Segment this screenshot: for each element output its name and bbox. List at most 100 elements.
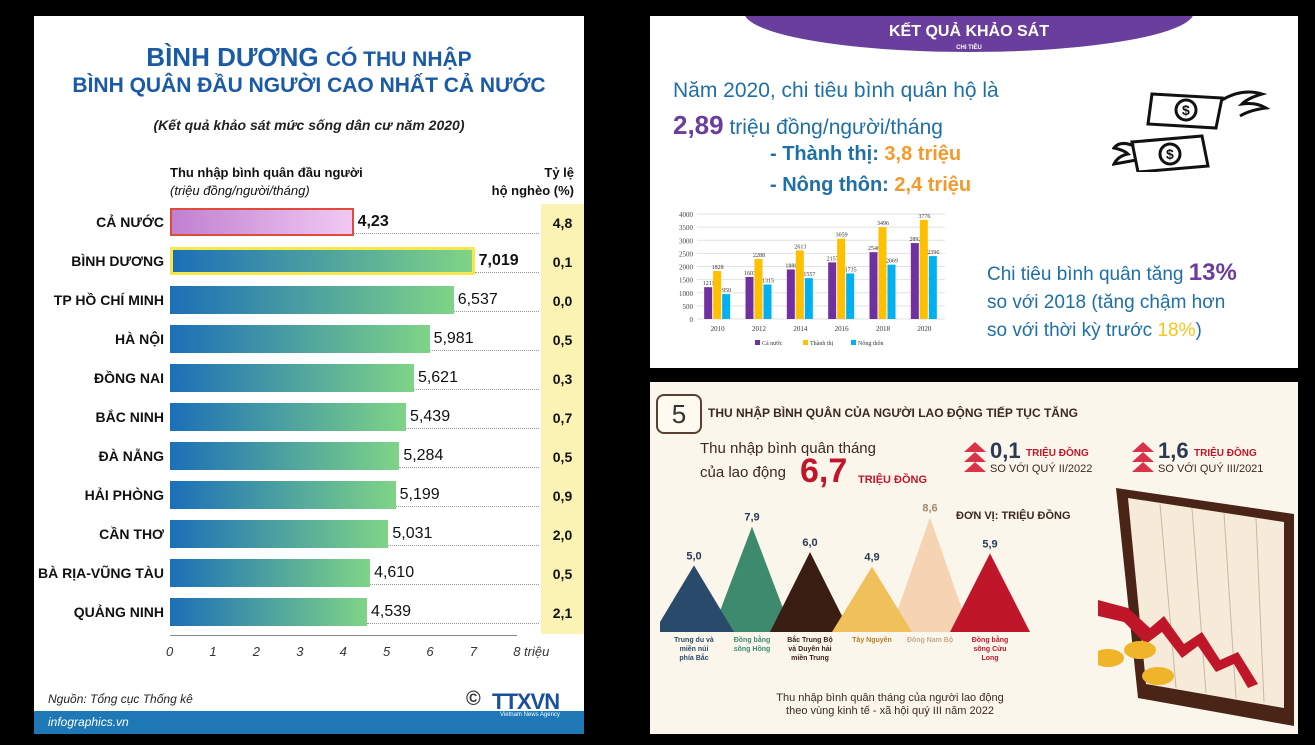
x-tick-label: 5 — [383, 644, 391, 659]
spending-bar — [887, 264, 896, 319]
x-tick-label: 2 — [252, 644, 261, 659]
income-bar — [170, 286, 454, 314]
increase1-unit: TRIỆU ĐỒNG — [1026, 448, 1089, 459]
y-tick-label: 2000 — [679, 264, 694, 272]
region-name-label: Đông Nam Bộ — [907, 637, 953, 644]
region-value-label: 5,9 — [982, 538, 997, 550]
column-title-poverty: Tỷ lệ — [544, 165, 574, 180]
poverty-rate-label: 0,5 — [552, 332, 573, 348]
x-tick-label: 0 — [166, 644, 174, 659]
region-label: ĐÀ NẴNG — [98, 448, 164, 464]
region-mountain — [660, 565, 734, 632]
y-tick-label: 0 — [690, 316, 694, 324]
x-tick-label: 2012 — [752, 325, 767, 333]
copyright-mark: © — [466, 688, 481, 710]
legend-swatch — [755, 340, 760, 345]
spending-line2: 2,89 triệu đồng/người/tháng — [673, 110, 943, 141]
spending-data-label: 2157 — [827, 256, 839, 262]
increase1-note: SO VỚI QUÝ II/2022 — [990, 463, 1093, 475]
income-value-label: 6,537 — [457, 291, 498, 308]
spending-bar — [869, 252, 878, 319]
x-tick-label: 6 — [426, 644, 434, 659]
x-tick-label: 4 — [339, 644, 347, 659]
spending-data-label: 2069 — [886, 259, 898, 265]
title-line-2: BÌNH QUÂN ĐẦU NGƯỜI CAO NHẤT CẢ NƯỚC — [72, 74, 546, 97]
y-tick-label: 3500 — [679, 224, 694, 232]
spending-survey-panel: KẾT QUẢ KHẢO SÁT CHI TIÊU Năm 2020, chi … — [650, 16, 1298, 368]
banner-subtitle: CHI TIÊU — [956, 45, 982, 51]
x-tick-label: 7 — [469, 644, 478, 659]
spending-data-label: 3496 — [877, 221, 889, 227]
spending-bar — [846, 273, 855, 319]
month-value: 6,7 — [800, 452, 848, 490]
growth-line1: Chi tiêu bình quân tăng 13% — [987, 259, 1237, 287]
y-tick-label: 1500 — [679, 277, 694, 285]
poverty-column-bg — [541, 204, 584, 634]
rural-value: 2,4 triệu — [894, 174, 972, 196]
banner-title: KẾT QUẢ KHẢO SÁT — [889, 23, 1049, 40]
region-name-label: Trung du và miền núi phía Bắc — [674, 637, 714, 662]
leader-dots — [370, 584, 539, 585]
rural-line: - Nông thôn: 2,4 triệu — [770, 174, 971, 197]
spending-bar — [878, 227, 887, 319]
spending-data-label: 3776 — [918, 214, 930, 220]
spending-bar-chart: 0 500 1000 1500 2000 2500 3000 3500 4000 1211 1828… — [679, 211, 945, 347]
income-value-label: 4,610 — [374, 564, 415, 581]
month-line2: của lao động — [700, 464, 786, 481]
growth-prev-value: 18% — [1157, 320, 1196, 341]
spending-bar — [910, 243, 919, 319]
spending-bar — [828, 262, 837, 319]
legend-label: Nông thôn — [858, 341, 884, 347]
column-unit-poverty: hộ nghèo (%) — [491, 183, 574, 198]
source-note: Nguồn: Tổng cục Thống kê — [48, 692, 193, 706]
month-unit: TRIỆU ĐỒNG — [858, 474, 928, 486]
growth-text: Chi tiêu bình quân tăng — [987, 264, 1189, 285]
income-value-label: 5,199 — [399, 486, 440, 503]
urban-value: 3,8 triệu — [884, 143, 962, 165]
legend-swatch — [803, 340, 808, 345]
poverty-rate-label: 4,8 — [552, 215, 573, 231]
spending-data-label: 2288 — [753, 253, 765, 259]
x-tick-label: 3 — [296, 644, 304, 659]
income-value-label: 5,031 — [392, 525, 433, 542]
title-highlight: BÌNH DƯƠNG — [146, 42, 319, 72]
spending-data-label: 1315 — [762, 278, 774, 284]
svg-text:$: $ — [1166, 146, 1174, 162]
column-title-income: Thu nhập bình quân đầu người — [170, 165, 363, 180]
urban-line: - Thành thị: 3,8 triệu — [770, 143, 961, 166]
income-bar — [170, 325, 430, 353]
region-income-chart: 8,6 7,9 5,0 6,0 4,9 5,9 Trung du và miền núi phí… — [660, 504, 1030, 662]
leader-dots — [388, 545, 539, 546]
footer-line1: Thu nhập bình quân tháng của người lao đ… — [776, 692, 1004, 704]
spending-bar — [804, 278, 813, 319]
spending-data-label: 1603 — [744, 271, 756, 277]
x-tick-label: 2014 — [793, 325, 808, 333]
region-mountain — [770, 552, 850, 632]
footer-line2: theo vùng kinh tế - xã hội quý III năm 2… — [786, 705, 994, 717]
region-label: TP HỒ CHÍ MINH — [53, 292, 164, 308]
income-value-label: 5,621 — [417, 369, 458, 386]
spending-bar — [795, 250, 804, 319]
leader-dots — [399, 467, 539, 468]
up-arrows-icon-2 — [1132, 442, 1154, 472]
x-tick-label: 2020 — [917, 325, 932, 333]
leader-dots — [474, 272, 539, 273]
leader-dots — [406, 428, 539, 429]
spending-bar — [745, 276, 754, 319]
legend-label: Cả nước — [762, 341, 783, 347]
increase1-value: 0,1 — [990, 438, 1021, 463]
region-value-label: 8,6 — [922, 504, 937, 514]
legend-swatch — [851, 340, 856, 345]
y-tick-label: 2500 — [679, 250, 694, 258]
region-label: CẦN THƠ — [99, 526, 164, 542]
leader-dots — [429, 350, 539, 351]
increase2-unit: TRIỆU ĐỒNG — [1194, 448, 1257, 459]
growth-line2: so với 2018 (tăng chậm hơn — [987, 292, 1226, 313]
poverty-rate-label: 0,3 — [552, 371, 573, 387]
x-tick-label: 1 — [209, 644, 217, 659]
x-tick-label: 2016 — [835, 325, 850, 333]
region-mountain — [890, 517, 970, 632]
poverty-rate-label: 0,1 — [552, 254, 573, 270]
spending-data-label: 2396 — [927, 250, 939, 256]
unit-note: ĐƠN VỊ: TRIỆU ĐỒNG — [956, 510, 1071, 522]
